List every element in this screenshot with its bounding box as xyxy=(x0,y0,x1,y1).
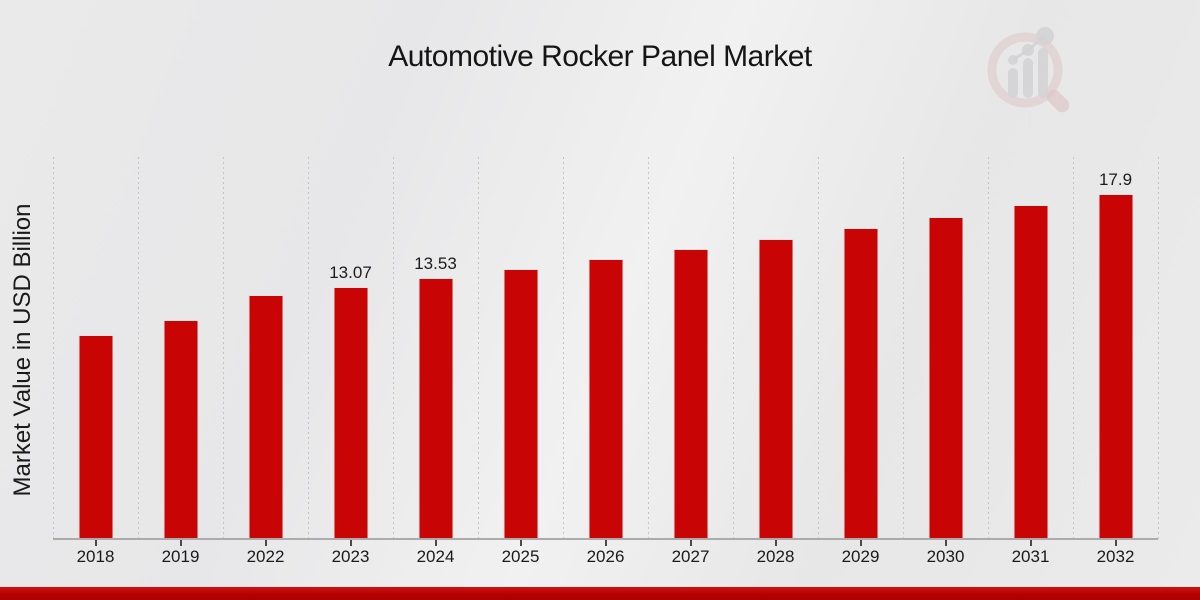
bar-column-2032: 17.9 xyxy=(1073,157,1158,539)
bar-2023 xyxy=(333,287,368,539)
x-tick-label-2028: 2028 xyxy=(756,547,795,566)
x-axis-tick xyxy=(944,540,947,546)
x-axis-tick xyxy=(179,540,182,546)
bar-column-2027 xyxy=(648,157,733,539)
magnifier-icon xyxy=(987,27,1070,113)
x-axis-tick xyxy=(264,540,267,546)
bar-column-2024: 13.53 xyxy=(393,157,478,539)
bar-column-2031 xyxy=(988,157,1073,539)
x-tick-label-2019: 2019 xyxy=(161,547,200,566)
gridline xyxy=(53,157,54,539)
bar-column-2030 xyxy=(903,157,988,539)
x-axis-line xyxy=(53,538,1158,540)
bar-2022 xyxy=(248,295,283,539)
x-axis-tick xyxy=(1114,540,1117,546)
value-label-2032: 17.9 xyxy=(1098,170,1133,189)
x-axis-tick xyxy=(349,540,352,546)
bar-2026 xyxy=(588,259,623,539)
x-axis-tick xyxy=(434,540,437,546)
bar-column-2022 xyxy=(223,157,308,539)
gridline xyxy=(138,157,139,539)
bar-2030 xyxy=(928,217,963,539)
x-tick-label-2026: 2026 xyxy=(586,547,625,566)
gridline xyxy=(308,157,309,539)
x-tick-label-2030: 2030 xyxy=(926,547,965,566)
x-tick-label-2027: 2027 xyxy=(671,547,710,566)
x-tick-label-2032: 2032 xyxy=(1096,547,1135,566)
bar-2028 xyxy=(758,239,793,539)
x-axis-tick xyxy=(859,540,862,546)
x-tick-label-2022: 2022 xyxy=(246,547,285,566)
x-axis-tick xyxy=(94,540,97,546)
chart-title: Automotive Rocker Panel Market xyxy=(388,40,812,73)
bar-column-2026 xyxy=(563,157,648,539)
bar-2027 xyxy=(673,249,708,539)
bar-2029 xyxy=(843,228,878,539)
bar-column-2018 xyxy=(53,157,138,539)
gridline xyxy=(1073,157,1074,539)
gridline xyxy=(1158,157,1159,539)
gridline xyxy=(903,157,904,539)
bar-column-2025 xyxy=(478,157,563,539)
gridline xyxy=(393,157,394,539)
bar-2018 xyxy=(78,335,113,539)
x-tick-label-2025: 2025 xyxy=(501,547,540,566)
bar-column-2019 xyxy=(138,157,223,539)
x-tick-label-2031: 2031 xyxy=(1011,547,1050,566)
footer-accent-bar xyxy=(0,587,1200,600)
x-axis-tick xyxy=(774,540,777,546)
gridline xyxy=(648,157,649,539)
gridline xyxy=(478,157,479,539)
x-tick-label-2018: 2018 xyxy=(76,547,115,566)
bar-2032 xyxy=(1098,194,1133,539)
x-axis-tick xyxy=(1029,540,1032,546)
bar-2019 xyxy=(163,320,198,539)
x-axis-tick xyxy=(519,540,522,546)
x-axis-labels: 2018 2019 2022 2023 2024 2025 2026 2027 2028 2029… xyxy=(53,540,1158,580)
brand-watermark-logo xyxy=(987,27,1070,113)
gridline xyxy=(818,157,819,539)
y-axis-title: Market Value in USD Billion xyxy=(9,203,36,497)
value-label-2023: 13.07 xyxy=(329,263,372,282)
bar-column-2023: 13.07 xyxy=(308,157,393,539)
plot-area: 13.07 13.53 17.9 xyxy=(53,157,1159,539)
bar-column-2028 xyxy=(733,157,818,539)
bar-2024 xyxy=(418,278,453,539)
x-tick-label-2023: 2023 xyxy=(331,547,370,566)
gridline xyxy=(733,157,734,539)
bar-2025 xyxy=(503,269,538,539)
bar-2031 xyxy=(1013,205,1048,539)
value-label-2024: 13.53 xyxy=(414,254,457,273)
x-tick-label-2024: 2024 xyxy=(416,547,455,566)
x-axis-tick xyxy=(604,540,607,546)
x-tick-label-2029: 2029 xyxy=(841,547,880,566)
gridline xyxy=(223,157,224,539)
gridline xyxy=(988,157,989,539)
gridline xyxy=(563,157,564,539)
bar-column-2029 xyxy=(818,157,903,539)
x-axis-tick xyxy=(689,540,692,546)
